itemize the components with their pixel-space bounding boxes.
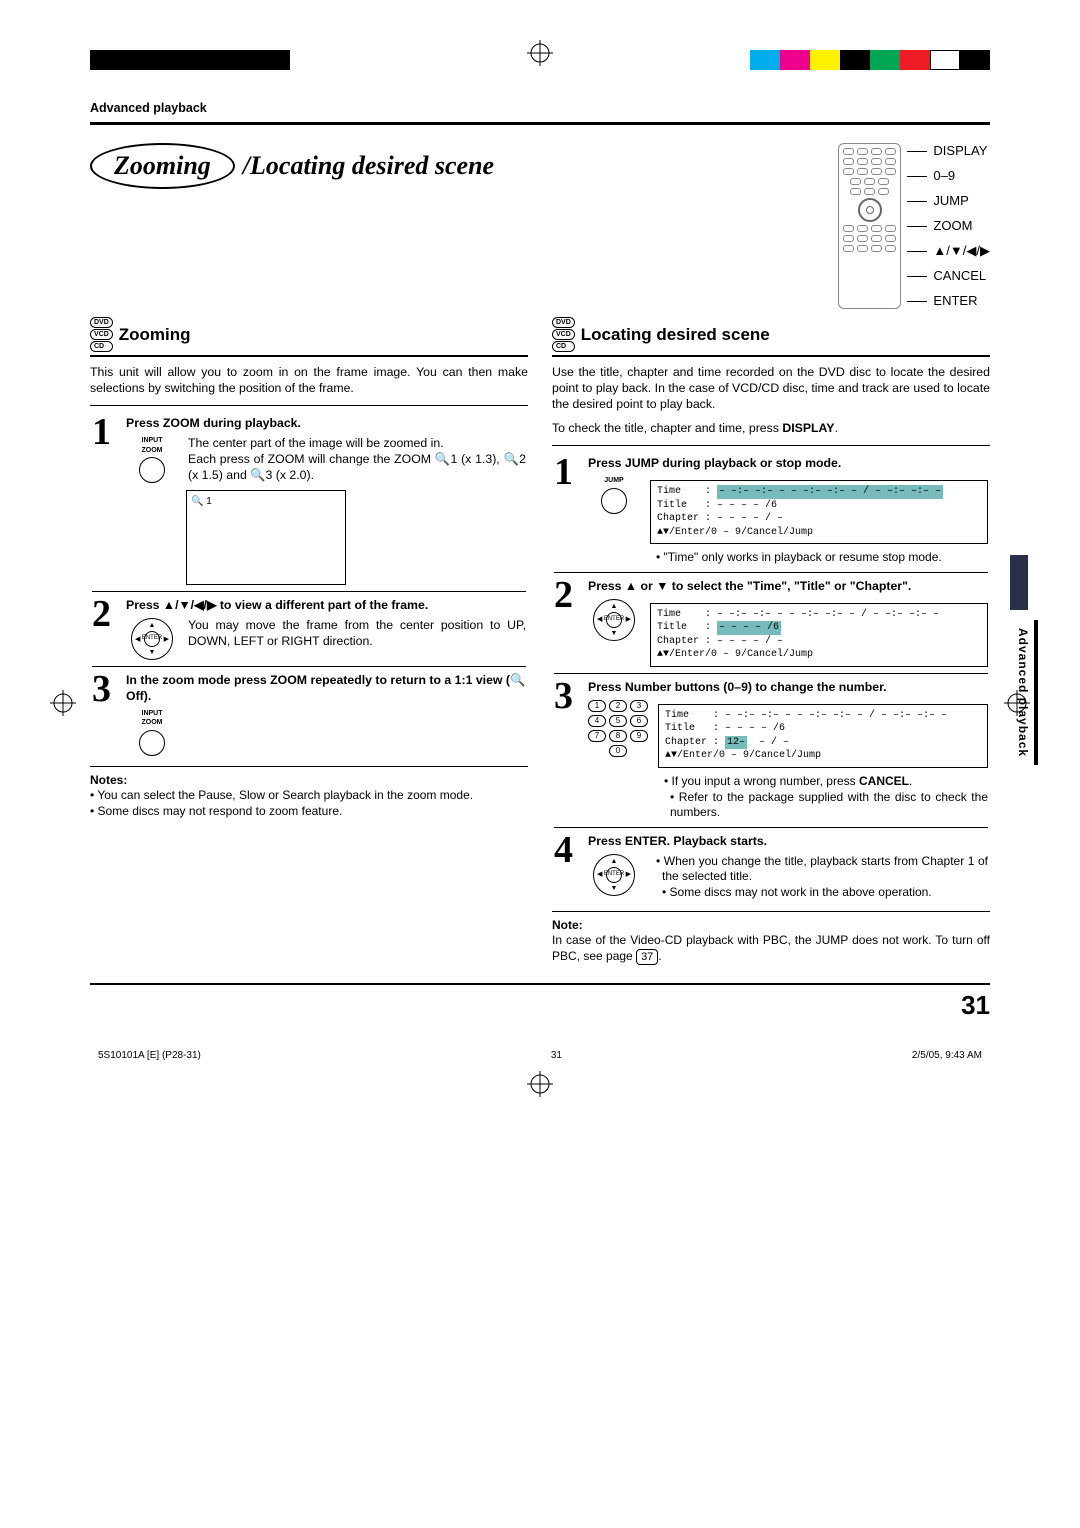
footer-left: 5S10101A [E] (P28-31) — [98, 1049, 201, 1062]
step-title: Press ENTER. Playback starts. — [588, 834, 988, 850]
zooming-intro: This unit will allow you to zoom in on t… — [90, 365, 528, 397]
locating-intro: Use the title, chapter and time recorded… — [552, 365, 990, 413]
osd-display-box: Time: – –:– –:– – – –:– –:– – / – –:– –:… — [658, 704, 988, 768]
step-title: In the zoom mode press ZOOM repeatedly t… — [126, 673, 526, 705]
remote-label: CANCEL — [933, 268, 986, 285]
step-note: • If you input a wrong number, press CAN… — [664, 774, 988, 821]
remote-label: ENTER — [933, 293, 977, 310]
page-title-rest: /Locating desired scene — [243, 149, 494, 183]
step-title: Press ▲/▼/◀/▶ to view a different part o… — [126, 598, 526, 614]
subheading-zooming: Zooming — [119, 324, 191, 346]
divider — [90, 122, 990, 125]
step-title: Press JUMP during playback or stop mode. — [588, 456, 988, 472]
step-number: 2 — [92, 598, 120, 660]
osd-display-box: Time: – –:– –:– – – –:– –:– – / – –:– –:… — [650, 480, 988, 544]
section-label: Advanced playback — [90, 100, 990, 116]
step-text: You may move the frame from the center p… — [188, 618, 526, 650]
page-title-oval: Zooming — [90, 143, 235, 189]
zoom-preview-box: 🔍 1 — [186, 490, 346, 585]
remote-illustration — [838, 143, 901, 309]
zoom-button-icon: INPUT ZOOM — [126, 709, 178, 755]
note-text: In case of the Video-CD playback with PB… — [552, 933, 990, 965]
step-number: 3 — [554, 680, 582, 821]
remote-label: 0–9 — [933, 168, 955, 185]
jump-button-icon: JUMP — [588, 476, 640, 513]
remote-label: JUMP — [933, 193, 968, 210]
remote-label: ZOOM — [933, 218, 972, 235]
zoom-button-icon: INPUT ZOOM — [126, 436, 178, 482]
step-number: 4 — [554, 834, 582, 901]
disc-badges: DVD VCD CD — [552, 317, 575, 352]
footer: 5S10101A [E] (P28-31) 31 2/5/05, 9:43 AM — [90, 1049, 990, 1062]
dpad-icon: ▲▼◀▶ENTER — [126, 618, 178, 660]
osd-display-box: Time: – –:– –:– – – –:– –:– – / – –:– –:… — [650, 603, 988, 667]
step-number: 1 — [92, 416, 120, 585]
registration-mark-left — [50, 690, 76, 723]
dpad-icon: ▲▼◀▶ENTER — [588, 854, 640, 896]
step-title: Press ▲ or ▼ to select the "Time", "Titl… — [588, 579, 988, 595]
note-item: • You can select the Pause, Slow or Sear… — [90, 788, 528, 804]
numpad-icon: 123 456 789 0 — [588, 700, 648, 757]
thumb-index-block — [1010, 555, 1028, 610]
step-note: • When you change the title, playback st… — [656, 854, 988, 901]
remote-label: DISPLAY — [933, 143, 987, 160]
registration-mark-bottom — [90, 1072, 990, 1096]
footer-right: 2/5/05, 9:43 AM — [912, 1049, 982, 1062]
note-item: • Some discs may not respond to zoom fea… — [90, 804, 528, 820]
registration-mark-top — [527, 40, 553, 74]
step-number: 3 — [92, 673, 120, 755]
step-number: 1 — [554, 456, 582, 566]
footer-center: 31 — [551, 1049, 562, 1062]
step-title: Press ZOOM during playback. — [126, 416, 526, 432]
notes-heading: Notes: — [90, 773, 528, 789]
step-text: The center part of the image will be zoo… — [188, 436, 526, 484]
remote-labels: DISPLAY 0–9 JUMP ZOOM ▲/▼/◀/▶ CANCEL ENT… — [907, 143, 990, 309]
disc-badges: DVD VCD CD — [90, 317, 113, 352]
locating-intro2: To check the title, chapter and time, pr… — [552, 421, 990, 437]
step-number: 2 — [554, 579, 582, 667]
step-note: • "Time" only works in playback or resum… — [656, 550, 988, 566]
page-number: 31 — [961, 989, 990, 1023]
dpad-icon: ▲▼◀▶ENTER — [588, 599, 640, 641]
subheading-locating: Locating desired scene — [581, 324, 770, 346]
step-title: Press Number buttons (0–9) to change the… — [588, 680, 988, 696]
remote-label: ▲/▼/◀/▶ — [933, 243, 990, 260]
page-reference: 37 — [636, 949, 658, 965]
side-tab-label: Advanced playback — [1010, 620, 1038, 765]
note-heading: Note: — [552, 918, 990, 934]
